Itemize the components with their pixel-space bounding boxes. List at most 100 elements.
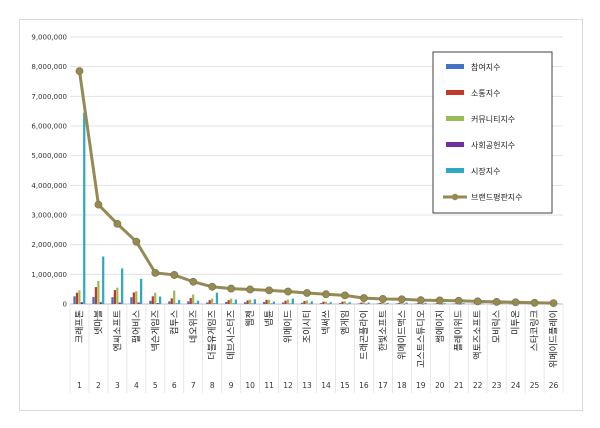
category-index: 13 — [302, 381, 312, 390]
bar-소통지수-고스트스튜디오 — [417, 303, 420, 304]
bar-커뮤니티지수-네오위즈 — [192, 294, 195, 304]
category-index: 14 — [321, 381, 331, 390]
category-label: 위메이드플레이 — [549, 310, 560, 368]
category-label: 드래곤플라이 — [359, 310, 370, 360]
point-플레이위드 — [454, 296, 463, 305]
category-index: 18 — [397, 381, 407, 390]
bar-참여지수-한빛소프트 — [376, 303, 380, 304]
category-index: 10 — [245, 381, 255, 390]
point-미투온 — [511, 298, 520, 307]
point-넥슨게임즈 — [151, 268, 160, 277]
bar-소통지수-위메이드맥스 — [398, 302, 401, 304]
category-label: 웹젠 — [245, 310, 256, 327]
bar-참여지수-펄어비스 — [130, 297, 133, 304]
y-tick-label: 1,000,000 — [31, 271, 67, 279]
category-label: 넥슨게임즈 — [149, 310, 161, 351]
bar-시장지수-고스트스튜디오 — [424, 302, 427, 304]
y-tick-label: 0 — [63, 301, 67, 309]
category-label: 조이시티 — [302, 310, 313, 343]
y-tick-label: 9,000,000 — [31, 34, 67, 42]
bar-참여지수-크래프톤 — [73, 296, 76, 304]
point-엠게임 — [341, 291, 349, 300]
category-index: 3 — [115, 381, 120, 390]
bar-참여지수-데브시스터즈 — [225, 301, 228, 304]
category-label: 썸에이지 — [435, 310, 446, 343]
point-데브시스터즈 — [227, 284, 236, 293]
bar-참여지수-미투온 — [509, 303, 512, 305]
legend-swatch — [446, 116, 464, 121]
bar-참여지수-네오위즈 — [187, 301, 190, 304]
point-펄어비스 — [132, 237, 141, 246]
bar-커뮤니티지수-넥슨게임즈 — [154, 292, 157, 304]
bar-사회공헌지수-네오위즈 — [194, 303, 197, 304]
bar-커뮤니티지수-엔씨소프트 — [116, 287, 119, 304]
bar-커뮤니티지수-더블유게임즈 — [211, 298, 214, 304]
bar-소통지수-네오위즈 — [189, 298, 192, 304]
legend-label: 브랜드평판지수 — [471, 192, 523, 202]
bar-사회공헌지수-플레이위드 — [459, 303, 463, 305]
bar-시장지수-컴투스 — [177, 299, 181, 304]
bar-커뮤니티지수-엠게임 — [343, 301, 346, 304]
bar-소통지수-조이시티 — [303, 301, 306, 304]
category-label: 미투온 — [511, 310, 522, 335]
bar-사회공헌지수-웹젠 — [251, 303, 254, 305]
y-tick-label: 3,000,000 — [31, 212, 67, 220]
point-컴투스 — [170, 271, 179, 279]
legend-label: 커뮤니티지수 — [471, 114, 515, 124]
category-index: 22 — [473, 381, 483, 390]
bar-참여지수-드래곤플라이 — [357, 303, 361, 304]
bar-참여지수-모비릭스 — [490, 303, 493, 305]
point-위메이드맥스 — [397, 295, 406, 304]
bar-소통지수-크래프톤 — [75, 292, 79, 304]
bar-참여지수-플레이위드 — [452, 303, 455, 305]
point-엔씨소프트 — [113, 219, 122, 228]
bar-참여지수-조이시티 — [300, 302, 304, 304]
bar-사회공헌지수-한빛소프트 — [384, 303, 387, 305]
y-tick-label: 2,000,000 — [31, 241, 67, 249]
category-index: 5 — [153, 381, 158, 390]
bar-시장지수-엠게임 — [348, 302, 351, 304]
category-label: 컴투스 — [168, 310, 180, 335]
category-index: 9 — [229, 381, 234, 390]
category-label: 위메이드 — [283, 310, 294, 343]
bar-참여지수-넵튠 — [263, 301, 266, 304]
category-index: 15 — [340, 381, 350, 390]
bar-사회공헌지수-넥써쓰 — [327, 303, 330, 305]
bar-사회공헌지수-크래프톤 — [80, 302, 83, 304]
bar-시장지수-크래프톤 — [83, 112, 86, 305]
bar-커뮤니티지수-위메이드맥스 — [400, 302, 403, 304]
point-고스트스튜디오 — [416, 296, 425, 305]
point-드래곤플라이 — [359, 294, 368, 302]
bar-시장지수-플레이위드 — [462, 303, 465, 304]
bar-사회공헌지수-드래곤플라이 — [365, 303, 368, 305]
bar-시장지수-위메이드 — [291, 298, 294, 304]
category-index: 4 — [134, 381, 139, 390]
bar-사회공헌지수-썸에이지 — [440, 303, 444, 305]
bar-시장지수-넵튠 — [272, 301, 275, 304]
y-tick-label: 7,000,000 — [31, 93, 67, 101]
bar-참여지수-고스트스튜디오 — [414, 303, 417, 305]
category-label: 엔씨소프트 — [112, 310, 123, 351]
category-label: 한빛소프트 — [378, 310, 389, 351]
bar-커뮤니티지수-넥써쓰 — [324, 301, 327, 304]
bar-사회공헌지수-위메이드 — [289, 303, 292, 305]
category-index: 21 — [454, 381, 464, 390]
bar-시장지수-조이시티 — [310, 301, 313, 304]
bar-커뮤니티지수-펄어비스 — [135, 291, 138, 304]
category-label: 플레이위드 — [454, 310, 465, 351]
point-넥써쓰 — [322, 290, 330, 299]
bar-참여지수-웹젠 — [244, 302, 247, 304]
legend-swatch — [446, 90, 464, 95]
bar-시장지수-드래곤플라이 — [367, 302, 370, 304]
x-axis: 크래프톤 1 넷마블 2 엔씨소프트 3 펄어비스 4 넥슨게임즈 5 컴투스 6 네오위즈 7 더블유게임… — [69, 304, 564, 393]
category-label: 넥써쓰 — [321, 310, 332, 335]
bar-사회공헌지수-엔씨소프트 — [118, 302, 121, 304]
bar-참여지수-썸에이지 — [433, 303, 436, 305]
legend-label: 시장지수 — [471, 166, 500, 176]
bar-소통지수-엔씨소프트 — [113, 290, 116, 304]
bar-시장지수-웹젠 — [253, 299, 257, 304]
bar-사회공헌지수-데브시스터즈 — [232, 303, 235, 304]
category-index: 1 — [77, 381, 82, 390]
bar-사회공헌지수-더블유게임즈 — [213, 303, 216, 304]
